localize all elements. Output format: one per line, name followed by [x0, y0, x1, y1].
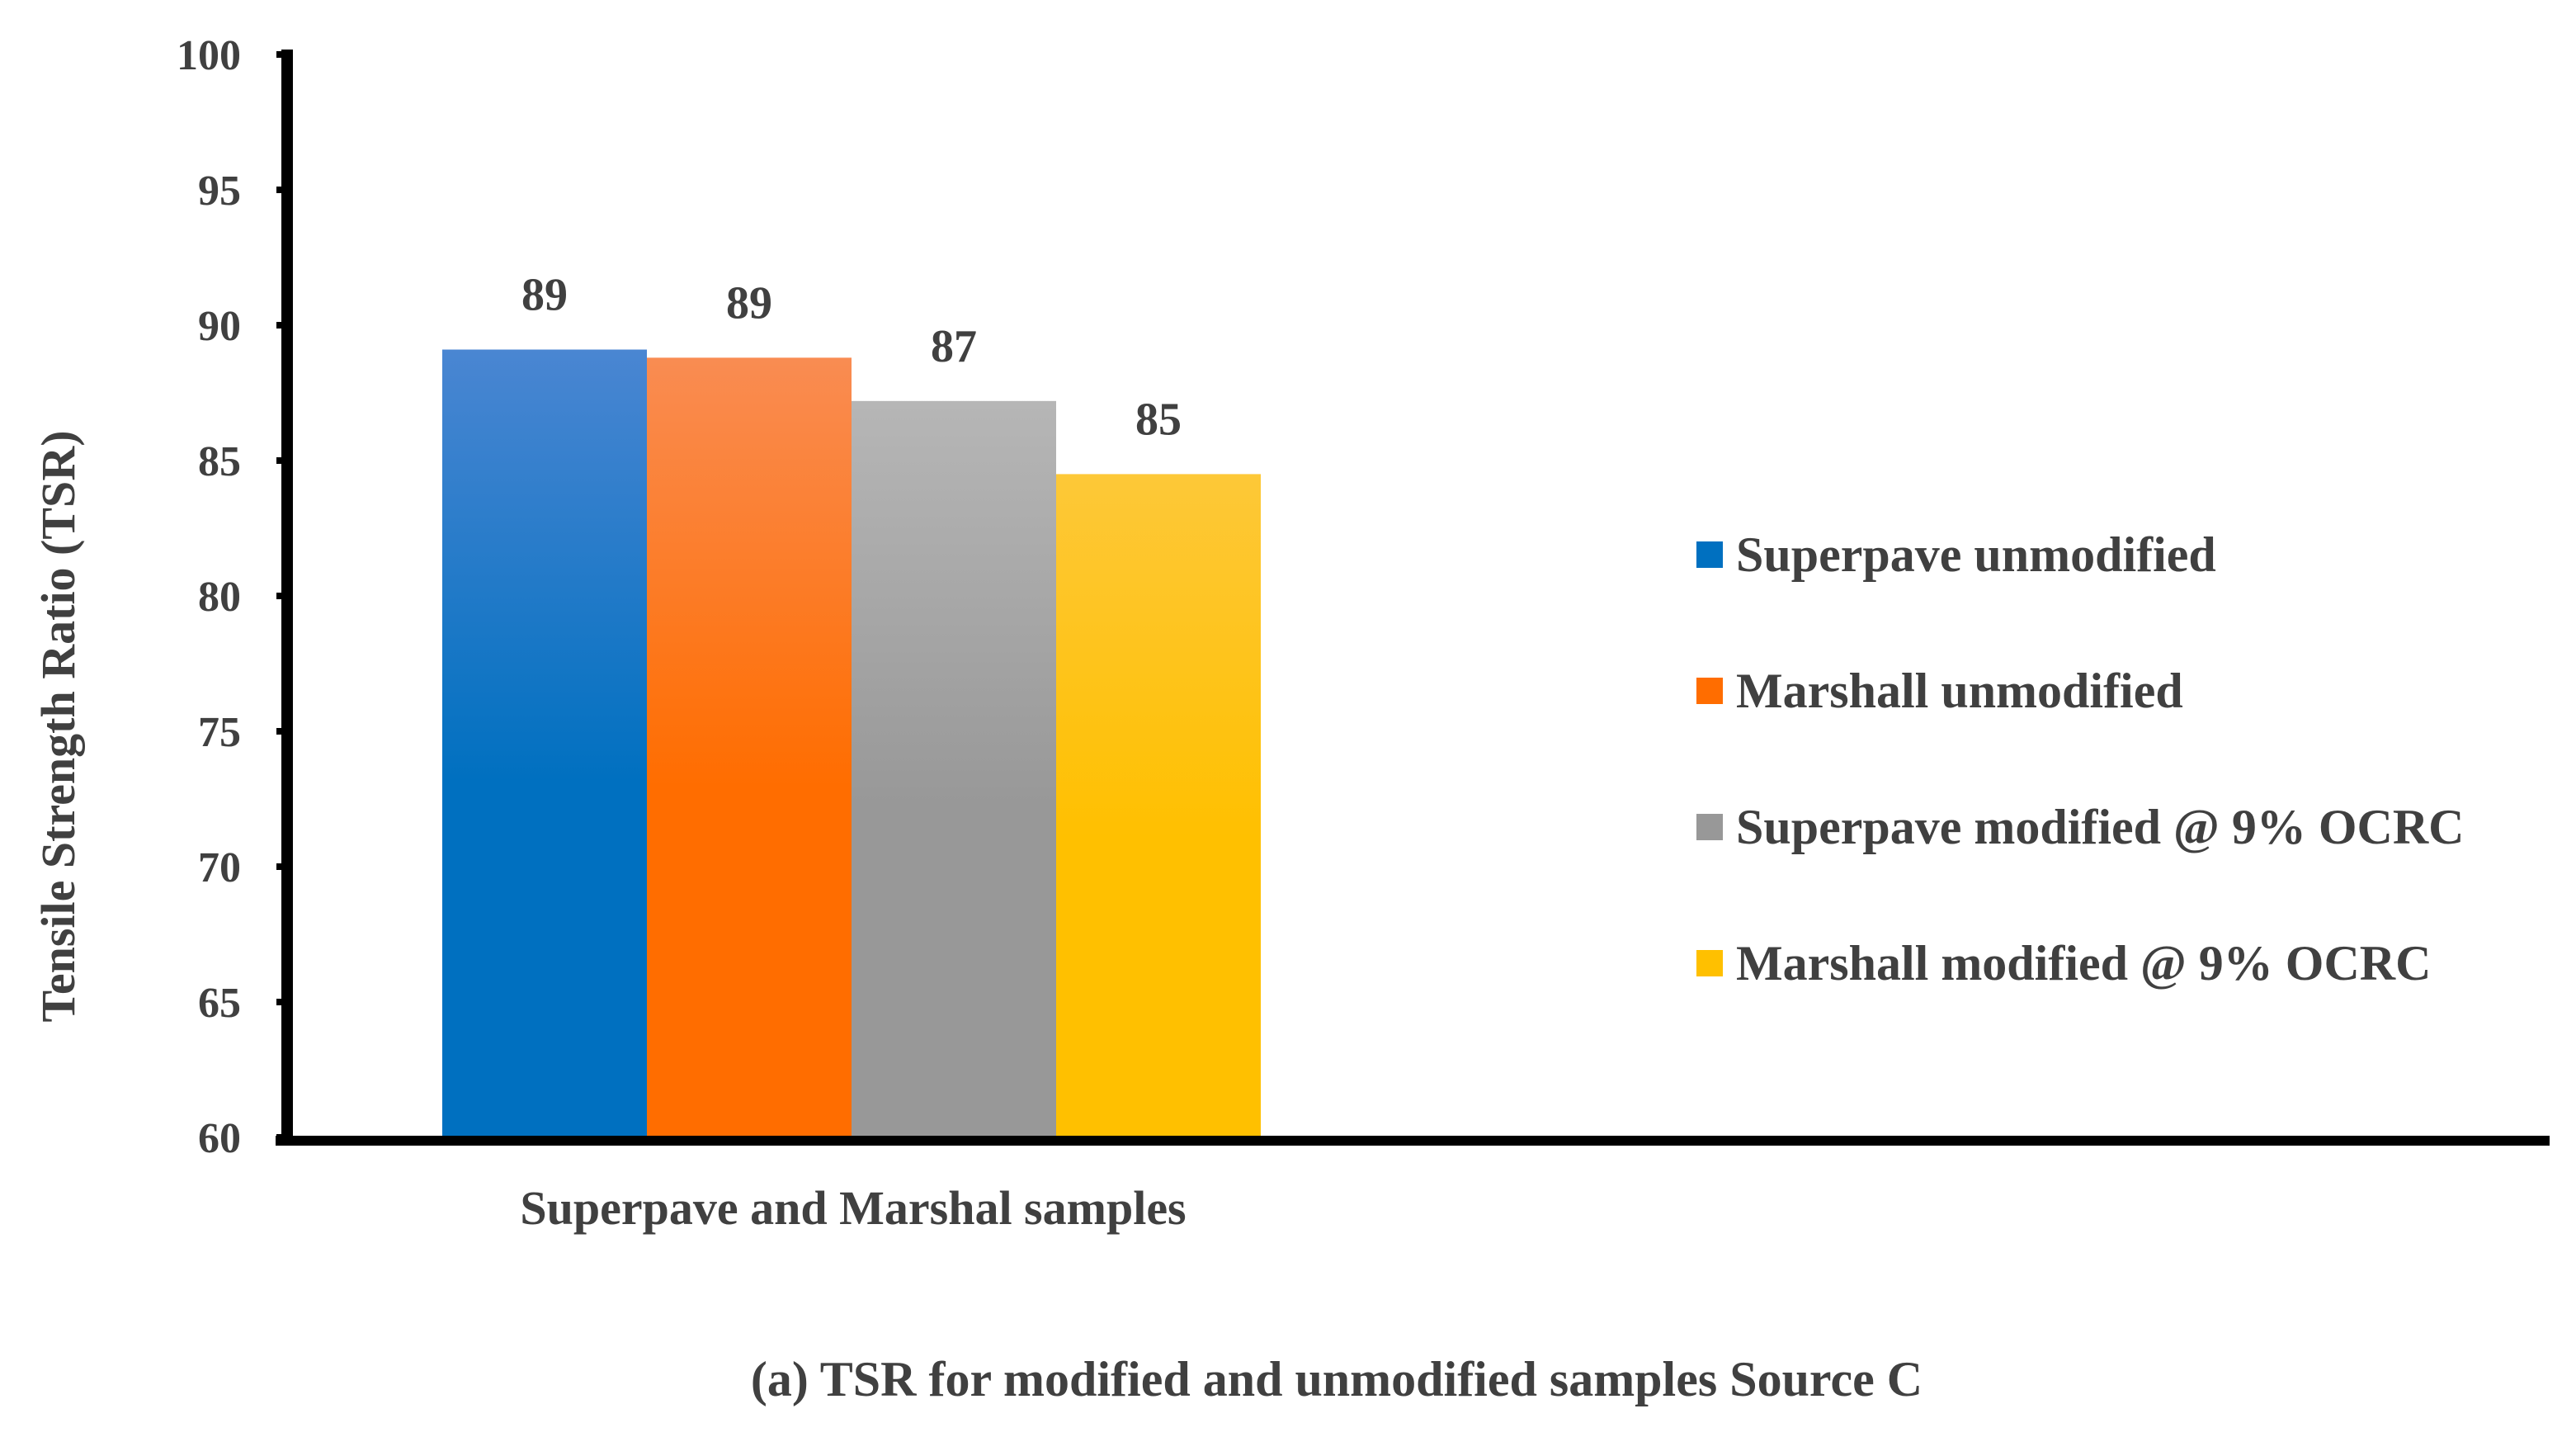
- bars-layer: [442, 349, 1261, 1138]
- legend-item: Superpave unmodified: [1696, 527, 2216, 582]
- legend-swatch: [1696, 541, 1723, 568]
- y-tick-label: 85: [198, 438, 241, 485]
- data-label-marshall-modified-9-ocrc: 85: [1135, 394, 1182, 445]
- y-tick-label: 70: [198, 844, 241, 891]
- y-ticks: 60 65 70 75 80 85 90 95 100: [177, 32, 293, 1162]
- legend-swatch: [1696, 950, 1723, 976]
- y-tick-label: 65: [198, 980, 241, 1027]
- bar-marshall-unmodified: [647, 357, 852, 1137]
- legend-label: Marshall unmodified: [1736, 664, 2183, 718]
- y-axis-title: Tensile Strength Ratio (TSR): [31, 430, 85, 1022]
- bar-superpave-unmodified: [442, 349, 647, 1137]
- bar-marshall-modified-9-ocrc: [1056, 474, 1261, 1137]
- legend-label: Superpave unmodified: [1736, 527, 2216, 582]
- data-label-superpave-modified-9-ocrc: 87: [931, 321, 977, 372]
- figure-caption: (a) TSR for modified and unmodified samp…: [751, 1352, 1923, 1406]
- y-tick-label: 75: [198, 709, 241, 756]
- x-axis-title: Superpave and Marshal samples: [520, 1181, 1186, 1235]
- y-tick-label: 80: [198, 574, 241, 621]
- y-tick-label: 60: [198, 1115, 241, 1162]
- legend-swatch: [1696, 678, 1723, 704]
- legend-label: Superpave modified @ 9% OCRC: [1736, 800, 2465, 854]
- legend-swatch: [1696, 814, 1723, 840]
- legend-item: Superpave modified @ 9% OCRC: [1696, 800, 2465, 854]
- y-tick-label: 90: [198, 303, 241, 350]
- legend: Superpave unmodified Marshall unmodified S…: [1696, 527, 2465, 990]
- y-tick-label: 100: [177, 32, 241, 79]
- legend-item: Marshall modified @ 9% OCRC: [1696, 936, 2431, 990]
- legend-label: Marshall modified @ 9% OCRC: [1736, 936, 2431, 990]
- data-labels: 89 89 87 85: [521, 270, 1182, 446]
- bar-superpave-modified-9-ocrc: [852, 400, 1056, 1138]
- legend-item: Marshall unmodified: [1696, 664, 2183, 718]
- data-label-marshall-unmodified: 89: [726, 277, 772, 329]
- data-label-superpave-unmodified: 89: [521, 270, 568, 321]
- y-tick-label: 95: [198, 168, 241, 215]
